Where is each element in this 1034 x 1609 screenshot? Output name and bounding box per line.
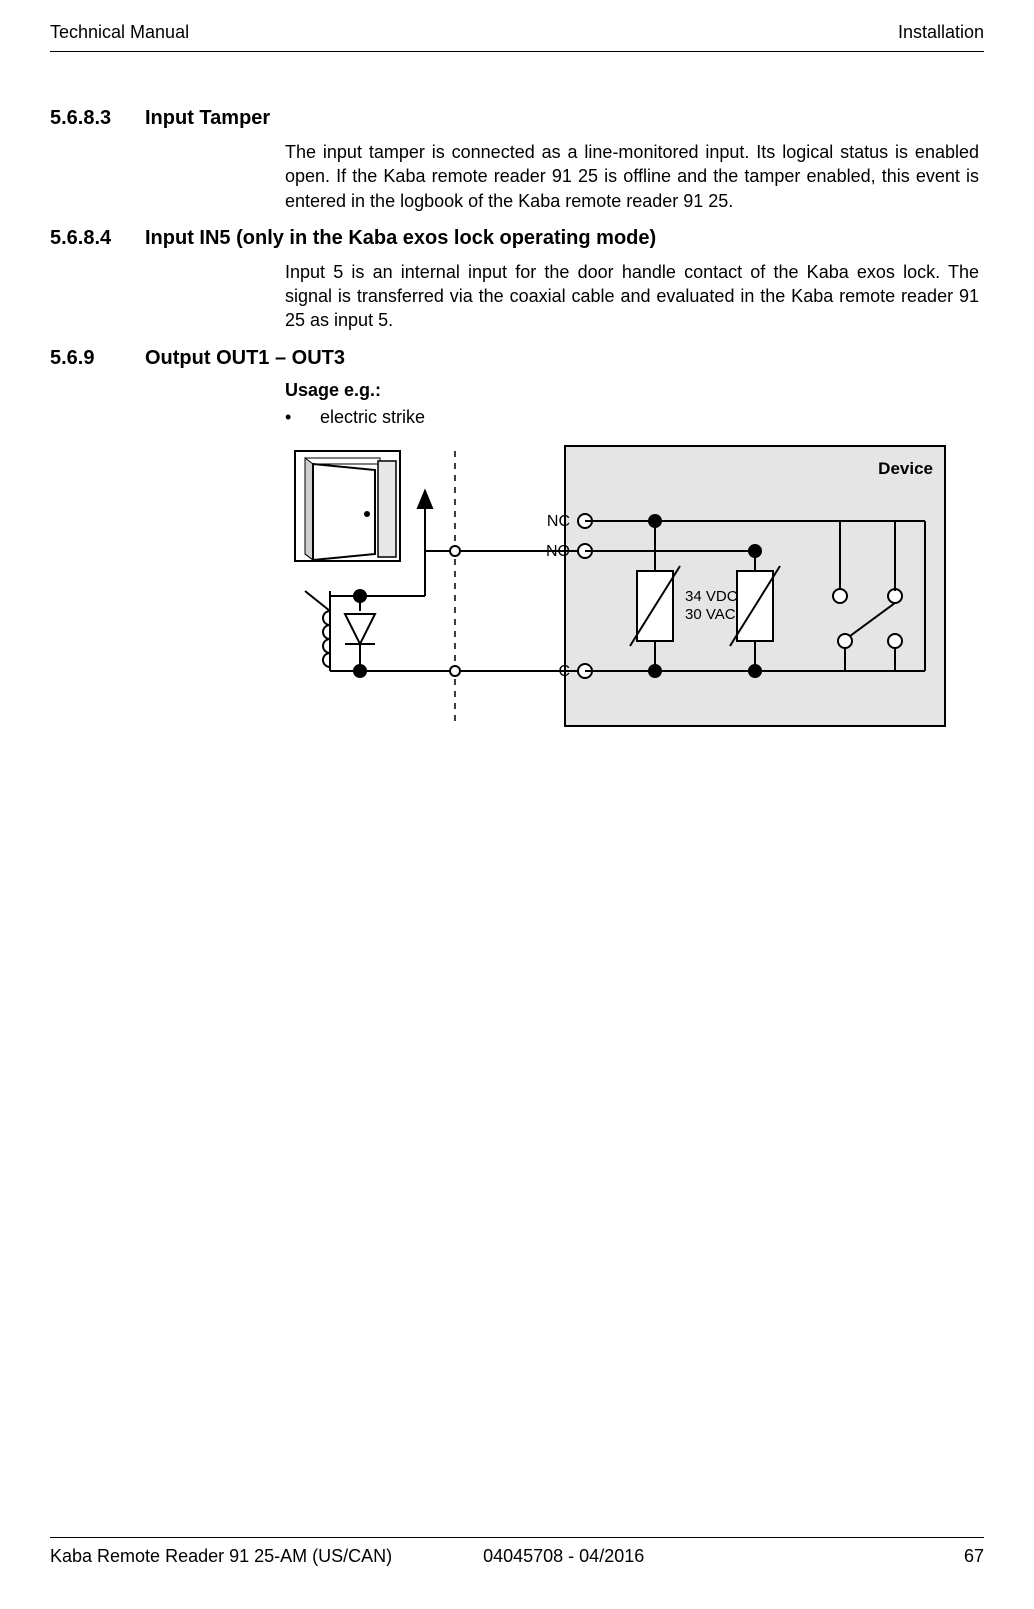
section-5-6-8-3-body: The input tamper is connected as a line-…	[285, 140, 979, 213]
bullet-marker: •	[285, 407, 320, 428]
svg-text:34 VDC: 34 VDC	[685, 588, 738, 605]
svg-text:C: C	[558, 663, 570, 680]
section-title: Input IN5 (only in the Kaba exos lock op…	[145, 227, 656, 250]
svg-text:NC: NC	[547, 513, 570, 530]
section-5-6-8-4-body: Input 5 is an internal input for the doo…	[285, 260, 979, 333]
header-right: Installation	[898, 22, 984, 43]
section-title: Input Tamper	[145, 107, 270, 130]
footer-left: Kaba Remote Reader 91 25-AM (US/CAN)	[50, 1546, 405, 1567]
svg-text:Device: Device	[878, 459, 933, 478]
svg-text:NO: NO	[546, 543, 570, 560]
footer-center: 04045708 - 04/2016	[405, 1546, 723, 1567]
page-header: Technical Manual Installation	[50, 0, 984, 52]
section-number: 5.6.8.4	[50, 227, 145, 250]
page-content: 5.6.8.3 Input Tamper The input tamper is…	[50, 52, 984, 741]
section-number: 5.6.8.3	[50, 107, 145, 130]
page-footer: Kaba Remote Reader 91 25-AM (US/CAN) 040…	[50, 1537, 984, 1567]
circuit-diagram-svg: Device	[285, 436, 955, 736]
svg-text:30 VAC: 30 VAC	[685, 606, 736, 623]
section-number: 5.6.9	[50, 347, 145, 370]
section-5-6-8-3-heading: 5.6.8.3 Input Tamper	[50, 107, 984, 130]
section-5-6-9-heading: 5.6.9 Output OUT1 – OUT3	[50, 347, 984, 370]
section-title: Output OUT1 – OUT3	[145, 347, 345, 370]
bullet-text: electric strike	[320, 407, 425, 428]
output-diagram: Device	[285, 436, 984, 741]
footer-right: 67	[722, 1546, 984, 1567]
header-left: Technical Manual	[50, 22, 189, 43]
usage-label: Usage e.g.:	[285, 380, 984, 401]
section-5-6-8-4-heading: 5.6.8.4 Input IN5 (only in the Kaba exos…	[50, 227, 984, 250]
bullet-electric-strike: • electric strike	[285, 407, 984, 428]
